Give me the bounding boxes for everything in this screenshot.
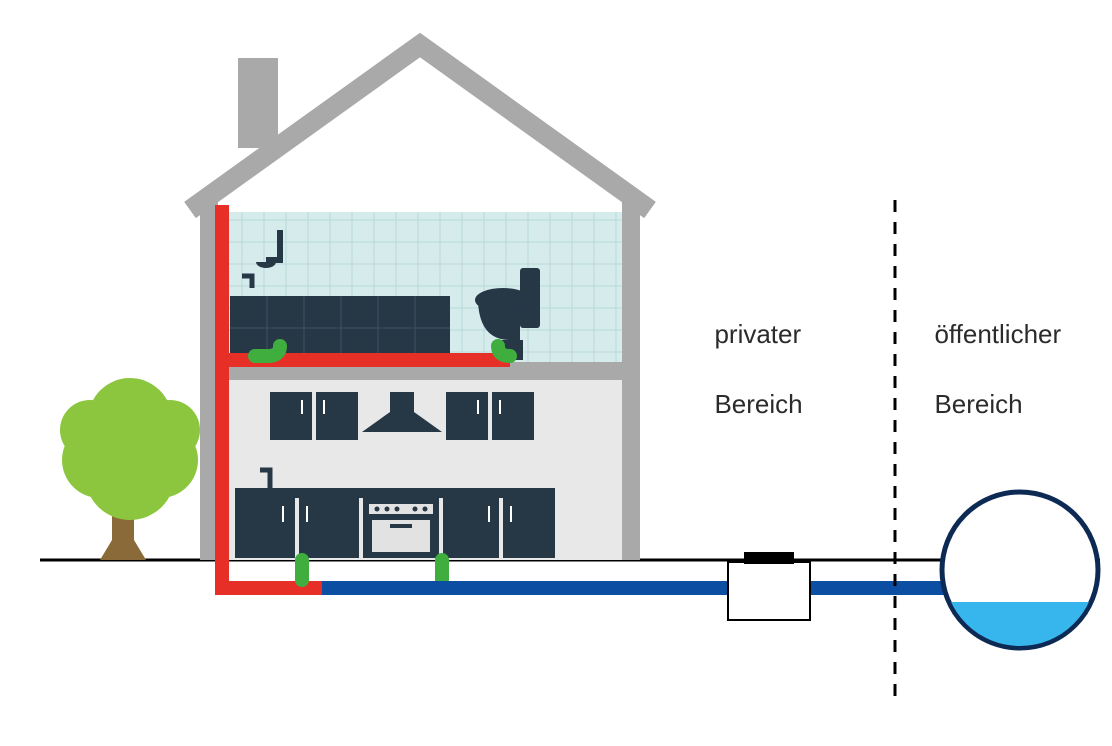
label-private-area: privater Bereich [700,282,803,422]
house-icon [190,45,650,560]
label-private-line1: privater [714,319,801,349]
tree-icon [60,378,200,560]
sewer-main-icon [940,492,1100,662]
label-public-area: öffentlicher Bereich [920,282,1061,422]
inspection-chamber-icon [728,552,810,620]
label-private-line2: Bereich [714,389,802,419]
label-public-line2: Bereich [934,389,1022,419]
label-public-line1: öffentlicher [934,319,1061,349]
oven-icon [363,498,439,558]
